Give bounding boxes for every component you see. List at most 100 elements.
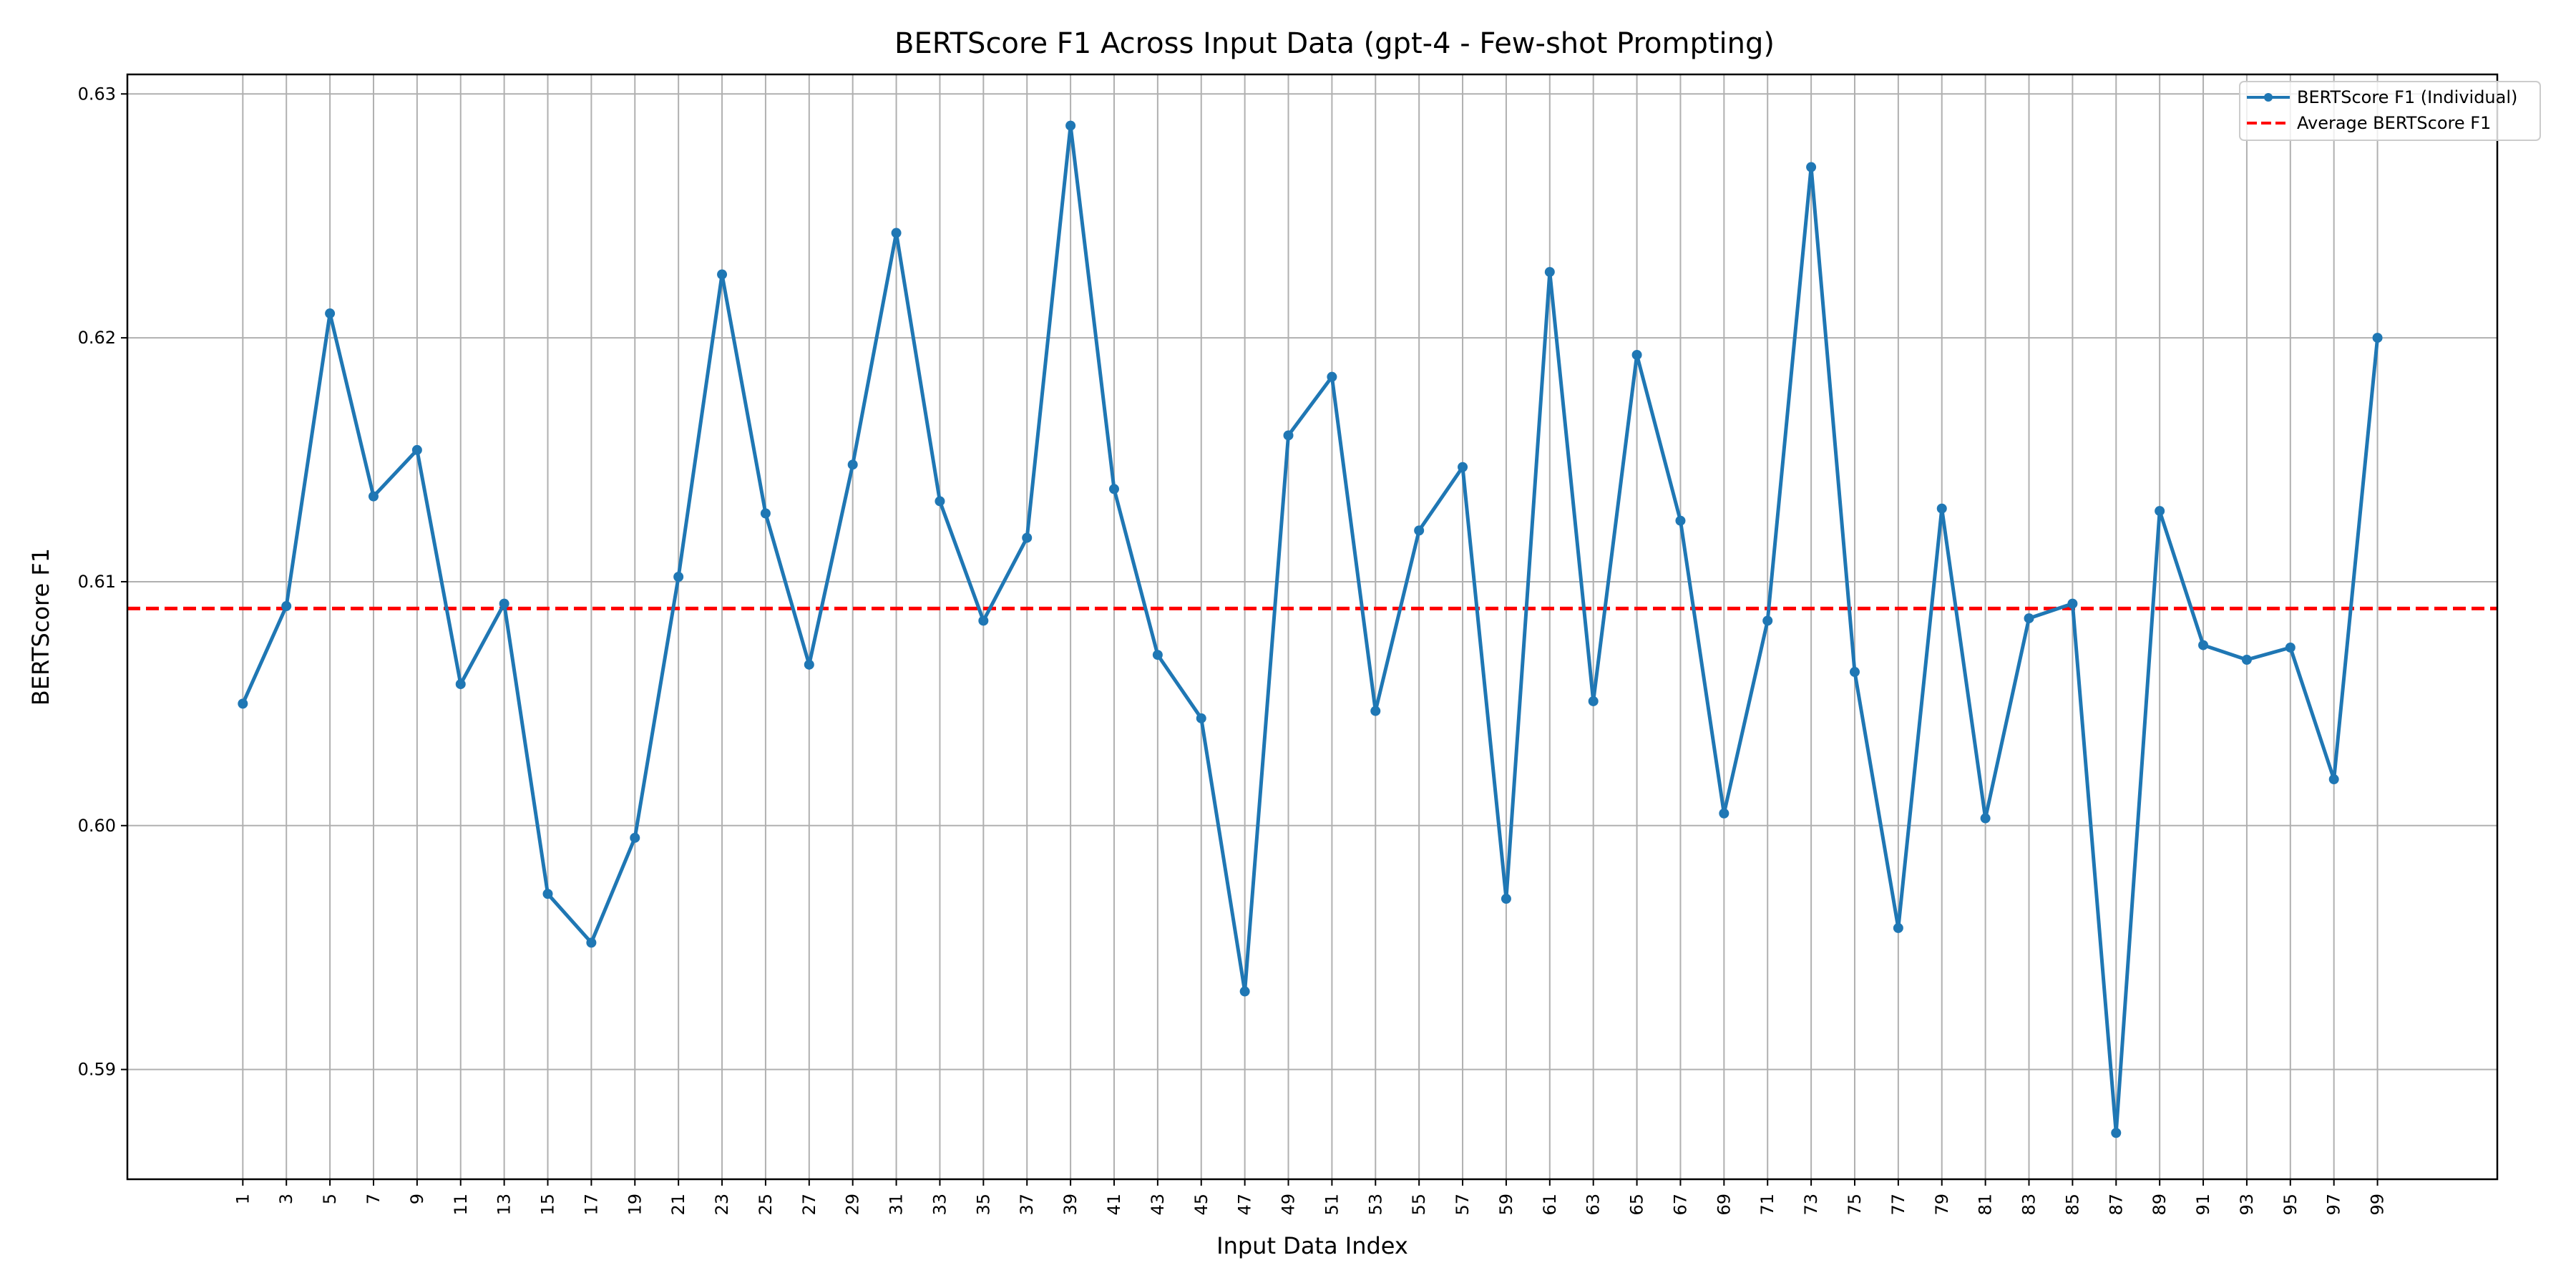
data-point <box>760 508 771 519</box>
x-tick-label: 81 <box>1976 1194 1996 1216</box>
x-tick-label: 75 <box>1845 1194 1865 1216</box>
data-point <box>891 228 902 238</box>
x-tick-label: 57 <box>1453 1194 1473 1216</box>
data-point <box>1719 808 1729 819</box>
data-point <box>1675 515 1686 526</box>
x-tick-label: 53 <box>1365 1194 1385 1216</box>
x-tick-label: 63 <box>1584 1194 1604 1216</box>
x-tick-label: 79 <box>1932 1194 1952 1216</box>
x-tick-label: 47 <box>1235 1194 1255 1216</box>
x-tick-label: 41 <box>1104 1194 1124 1216</box>
data-point <box>1152 650 1163 660</box>
x-tick-label: 61 <box>1540 1194 1560 1216</box>
x-tick-label: 7 <box>364 1194 384 1204</box>
data-point <box>325 308 336 319</box>
data-point <box>2155 506 2165 517</box>
data-point <box>1762 615 1773 626</box>
data-point <box>586 937 597 948</box>
x-tick-label: 35 <box>973 1194 993 1216</box>
y-tick-label: 0.60 <box>78 816 116 836</box>
x-tick-label: 13 <box>494 1194 514 1216</box>
x-tick-label: 51 <box>1322 1194 1342 1216</box>
x-tick-label: 33 <box>930 1194 950 1216</box>
x-tick-label: 9 <box>407 1194 427 1204</box>
x-tick-label: 19 <box>625 1194 645 1216</box>
x-tick-label: 67 <box>1670 1194 1690 1216</box>
data-point <box>2067 598 2078 609</box>
data-point <box>2198 640 2209 650</box>
x-tick-label: 69 <box>1714 1194 1734 1216</box>
data-point <box>2111 1128 2122 1138</box>
x-tick-label: 77 <box>1888 1194 1908 1216</box>
data-point <box>368 491 379 502</box>
x-tick-label: 31 <box>887 1194 907 1216</box>
legend-series-marker <box>2264 93 2273 102</box>
y-tick-label: 0.62 <box>78 328 116 348</box>
data-point <box>1588 696 1599 706</box>
x-axis-label: Input Data Index <box>1216 1232 1408 1259</box>
x-tick-label: 25 <box>756 1194 776 1216</box>
data-point <box>1849 667 1860 678</box>
x-tick-label: 23 <box>712 1194 732 1216</box>
data-point <box>1065 120 1076 131</box>
grid-lines <box>127 74 2497 1179</box>
y-axis-ticks: 0.59 0.60 0.61 0.62 0.63 <box>78 84 127 1080</box>
chart-title: BERTScore F1 Across Input Data (gpt-4 - … <box>894 27 1775 60</box>
data-point <box>238 698 248 709</box>
x-tick-label: 3 <box>276 1194 296 1204</box>
x-tick-label: 65 <box>1627 1194 1647 1216</box>
x-tick-label: 49 <box>1279 1194 1299 1216</box>
y-tick-label: 0.61 <box>78 572 116 592</box>
data-point <box>1239 986 1250 997</box>
x-tick-label: 59 <box>1496 1194 1516 1216</box>
data-point <box>2241 655 2252 665</box>
legend-box <box>2239 81 2541 141</box>
data-point <box>542 889 553 899</box>
x-tick-label: 27 <box>799 1194 819 1216</box>
series-line <box>241 124 2380 1135</box>
data-point <box>1414 525 1425 536</box>
x-tick-label: 91 <box>2193 1194 2213 1216</box>
data-point <box>1544 267 1555 278</box>
data-point <box>1108 484 1119 494</box>
data-point <box>1458 462 1468 472</box>
x-tick-label: 21 <box>668 1194 688 1216</box>
x-tick-label: 43 <box>1148 1194 1168 1216</box>
plot-frame <box>126 73 2499 1181</box>
data-point <box>2372 333 2383 343</box>
data-point <box>1806 162 1817 172</box>
x-tick-label: 15 <box>538 1194 558 1216</box>
y-tick-label: 0.59 <box>78 1060 116 1080</box>
data-point <box>1501 894 1511 904</box>
x-tick-label: 29 <box>843 1194 863 1216</box>
x-tick-label: 17 <box>581 1194 601 1216</box>
data-point <box>1893 922 1903 933</box>
legend: BERTScore F1 (Individual) Average BERTSc… <box>2239 81 2541 141</box>
y-tick-label: 0.63 <box>78 84 116 104</box>
data-point <box>1327 371 1337 382</box>
x-tick-label: 93 <box>2237 1194 2257 1216</box>
data-point <box>935 496 945 507</box>
x-tick-label: 83 <box>2019 1194 2039 1216</box>
x-tick-label: 97 <box>2324 1194 2344 1216</box>
data-point <box>1980 813 1991 824</box>
data-point <box>1196 713 1206 723</box>
x-tick-label: 87 <box>2106 1194 2126 1216</box>
x-tick-label: 5 <box>320 1194 340 1204</box>
x-tick-label: 95 <box>2280 1194 2301 1216</box>
x-tick-label: 85 <box>2062 1194 2082 1216</box>
data-point <box>2285 642 2296 653</box>
data-point <box>411 444 422 455</box>
x-tick-label: 89 <box>2150 1194 2170 1216</box>
data-point <box>847 459 858 470</box>
data-point <box>1283 430 1294 441</box>
x-tick-label: 37 <box>1017 1194 1037 1216</box>
y-axis-label: BERTScore F1 <box>27 548 54 706</box>
data-point <box>630 832 640 843</box>
data-point <box>2328 774 2339 785</box>
x-tick-label: 1 <box>233 1194 253 1204</box>
series-layer <box>238 120 2383 1138</box>
data-point <box>1631 349 1642 360</box>
data-point <box>1022 532 1033 543</box>
